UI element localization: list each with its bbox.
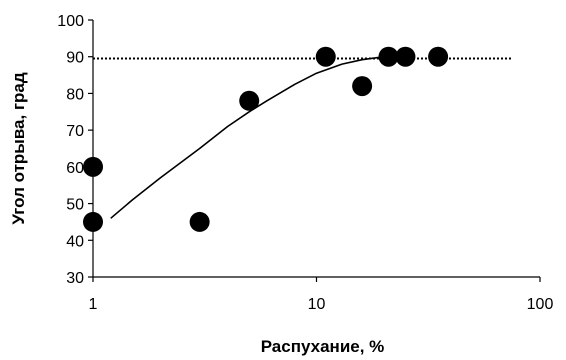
- y-tick-label: 50: [66, 197, 84, 214]
- y-tick-label: 70: [66, 123, 84, 140]
- y-axis-ticks: 30 40 50 60 70 80 90 100: [57, 13, 93, 287]
- x-axis-ticks: 1 10 100: [89, 277, 554, 313]
- data-point: [83, 211, 103, 232]
- y-tick-label: 30: [66, 270, 84, 287]
- fit-curve: [110, 55, 389, 219]
- data-points: [83, 46, 449, 232]
- data-point: [352, 76, 373, 97]
- x-tick-label: 100: [527, 296, 554, 313]
- data-point: [315, 46, 336, 67]
- y-tick-label: 90: [66, 50, 84, 67]
- y-tick-label: 100: [57, 13, 84, 30]
- x-tick-label: 1: [89, 296, 98, 313]
- x-tick-label: 10: [308, 296, 326, 313]
- x-axis-title: Распухание, %: [261, 337, 385, 356]
- y-tick-label: 40: [66, 233, 84, 250]
- data-point: [83, 156, 103, 177]
- fit-line-layer: [110, 55, 389, 219]
- data-point: [428, 46, 449, 67]
- data-point: [378, 46, 399, 67]
- data-point: [239, 90, 260, 111]
- y-tick-label: 60: [66, 160, 84, 177]
- data-point: [189, 211, 210, 232]
- y-axis-title: Угол отрыва, град: [9, 72, 28, 225]
- data-point: [395, 46, 416, 67]
- y-tick-label: 80: [66, 86, 84, 103]
